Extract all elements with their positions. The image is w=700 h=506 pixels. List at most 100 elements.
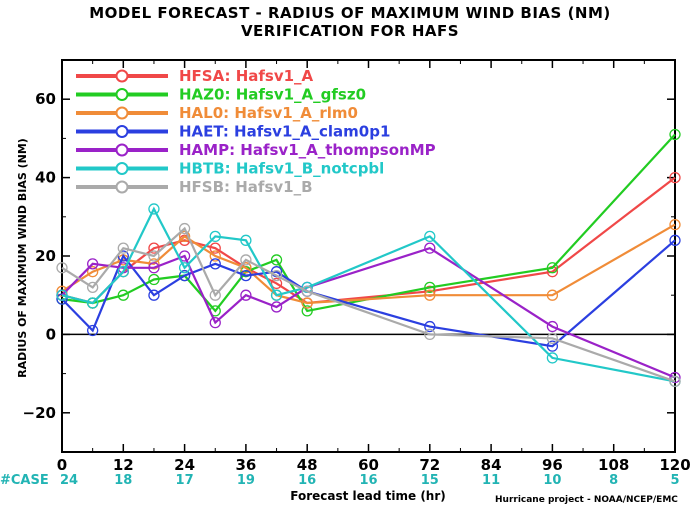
data-point-hfsb: [56, 262, 68, 274]
series-lines: [56, 128, 681, 388]
legend-marker-haet: [115, 125, 129, 138]
data-point-hfsa: [209, 242, 221, 254]
chart-title-line2: VERIFICATION FOR HAFS: [240, 22, 460, 40]
case-count: 18: [114, 473, 132, 488]
case-count: 24: [60, 473, 78, 488]
legend-label-hal0: HAL0: Hafsv1_A_rlm0: [179, 104, 358, 122]
data-point-haz0: [270, 254, 283, 266]
data-point-haz0: [148, 273, 160, 286]
y-tick-label: −20: [23, 404, 56, 422]
case-count: 19: [237, 473, 255, 488]
x-tick-label: 12: [113, 456, 134, 474]
data-point-haz0: [301, 305, 313, 317]
case-count-label: #CASE: [0, 473, 49, 488]
legend-label-hbtb: HBTB: Hafsv1_B_notcpbl: [179, 160, 384, 178]
data-point-haz0: [117, 289, 129, 301]
data-point-hal0: [209, 250, 221, 262]
data-point-hbtb: [117, 266, 129, 278]
legend-marker-hbtb: [115, 162, 129, 175]
x-tick-label: 96: [542, 456, 563, 474]
data-point-hfsb: [209, 289, 221, 301]
data-point-hal0: [240, 262, 252, 274]
legend-label-haz0: HAZ0: Hafsv1_A_gfsz0: [179, 86, 366, 104]
y-axis-label: RADIUS OF MAXIMUM WIND BIAS (NM): [16, 138, 29, 378]
y-tick-label: 20: [35, 247, 56, 265]
data-point-hfsb: [546, 332, 559, 344]
x-tick-label: 60: [358, 456, 379, 474]
data-point-hfsb: [270, 269, 283, 282]
case-count: 11: [482, 473, 500, 488]
data-point-haet: [424, 320, 436, 333]
data-point-hfsb: [240, 254, 252, 266]
data-point-hbtb: [270, 289, 283, 301]
x-axis-label: Forecast lead time (hr): [290, 489, 446, 503]
data-point-hfsa: [148, 242, 160, 254]
data-point-haet: [240, 269, 252, 282]
legend-label-hfsa: HFSA: Hafsv1_A: [179, 67, 314, 85]
x-tick-label: 72: [419, 456, 440, 474]
data-point-hbtb: [56, 289, 68, 301]
chart-title-line1: MODEL FORECAST - RADIUS OF MAXIMUM WIND …: [89, 4, 611, 22]
legend-label-haet: HAET: Hafsv1_A_clam0p1: [179, 123, 390, 141]
case-count: 16: [359, 473, 377, 488]
series-line-hfsb: [61, 226, 676, 383]
data-point-hbtb: [148, 203, 160, 215]
data-point-haet: [87, 324, 99, 337]
data-point-hamp: [546, 320, 559, 333]
data-point-hal0: [87, 266, 99, 278]
case-count: 16: [298, 473, 316, 488]
legend-marker-hfsa: [115, 69, 129, 83]
data-point-hal0: [546, 289, 559, 301]
data-point-haet: [546, 340, 559, 352]
legend-marker-hal0: [115, 106, 129, 120]
data-point-haet: [148, 289, 160, 301]
data-point-hfsa: [669, 171, 681, 184]
data-point-hamp: [424, 242, 436, 254]
legend-marker-hamp: [115, 143, 129, 157]
case-count: 17: [176, 473, 194, 488]
data-point-hal0: [669, 218, 681, 231]
data-point-hfsb: [424, 328, 436, 341]
data-point-hbtb: [87, 297, 99, 309]
legend-marker-haz0: [115, 88, 129, 101]
data-point-hfsa: [270, 277, 283, 290]
credit-text: Hurricane project - NOAA/NCEP/EMC: [495, 495, 678, 505]
data-point-hbtb: [178, 262, 191, 274]
data-point-haz0: [546, 262, 559, 274]
y-tick-label: 60: [35, 90, 56, 108]
data-point-hbtb: [546, 352, 559, 364]
y-tick-label: 40: [35, 169, 56, 187]
x-tick-label: 84: [481, 456, 502, 474]
x-tick-label: 0: [57, 456, 67, 474]
legend-marker-hfsb: [115, 180, 129, 194]
data-point-hamp: [240, 289, 252, 301]
data-point-hbtb: [240, 234, 252, 246]
data-point-hfsb: [148, 250, 160, 262]
data-point-haz0: [424, 281, 436, 294]
data-point-hfsb: [117, 242, 129, 254]
legend-label-hamp: HAMP: Hafsv1_A_thompsonMP: [179, 141, 436, 159]
data-point-hamp: [209, 316, 221, 329]
data-point-hamp: [148, 262, 160, 274]
data-point-haet: [669, 234, 681, 246]
legend-label-hfsb: HFSB: Hafsv1_B: [179, 178, 313, 196]
data-point-hal0: [178, 230, 191, 243]
data-point-hamp: [87, 258, 99, 270]
data-point-haet: [178, 269, 191, 282]
data-point-hal0: [424, 289, 436, 301]
x-tick-label: 120: [659, 456, 690, 474]
series-line-hbtb: [61, 206, 676, 383]
case-count: 8: [609, 473, 618, 488]
x-tick-label: 36: [235, 456, 256, 474]
x-tick-label: 48: [297, 456, 318, 474]
data-point-haet: [209, 258, 221, 270]
case-count: 10: [543, 473, 561, 488]
data-point-hfsb: [178, 222, 191, 235]
series-line-hal0: [61, 223, 676, 305]
data-point-hamp: [270, 301, 283, 313]
case-count: 5: [670, 473, 679, 488]
data-point-hfsb: [301, 285, 313, 297]
data-point-hfsb: [669, 375, 681, 388]
